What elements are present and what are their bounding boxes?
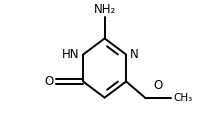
Text: N: N xyxy=(130,48,138,61)
Text: O: O xyxy=(44,75,53,88)
Text: CH₃: CH₃ xyxy=(173,93,192,103)
Text: NH₂: NH₂ xyxy=(94,2,116,16)
Text: O: O xyxy=(153,79,162,92)
Text: HN: HN xyxy=(62,48,80,61)
